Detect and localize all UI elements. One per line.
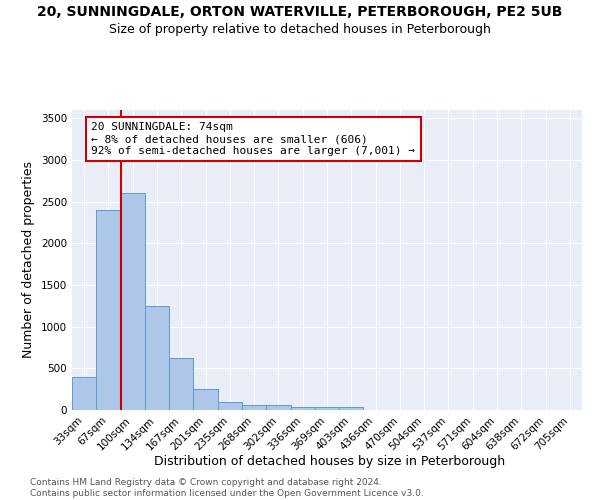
- Y-axis label: Number of detached properties: Number of detached properties: [22, 162, 35, 358]
- Bar: [96, 210, 121, 410]
- Bar: [315, 407, 339, 410]
- Bar: [266, 406, 290, 410]
- Text: 20 SUNNINGDALE: 74sqm
← 8% of detached houses are smaller (606)
92% of semi-deta: 20 SUNNINGDALE: 74sqm ← 8% of detached h…: [91, 122, 415, 156]
- Bar: [72, 376, 96, 410]
- Bar: [145, 306, 169, 410]
- Text: Contains HM Land Registry data © Crown copyright and database right 2024.
Contai: Contains HM Land Registry data © Crown c…: [30, 478, 424, 498]
- Bar: [290, 406, 315, 410]
- Bar: [218, 402, 242, 410]
- Bar: [339, 407, 364, 410]
- Bar: [121, 194, 145, 410]
- Text: Distribution of detached houses by size in Peterborough: Distribution of detached houses by size …: [154, 455, 506, 468]
- Bar: [242, 404, 266, 410]
- Bar: [169, 358, 193, 410]
- Bar: [193, 389, 218, 410]
- Text: 20, SUNNINGDALE, ORTON WATERVILLE, PETERBOROUGH, PE2 5UB: 20, SUNNINGDALE, ORTON WATERVILLE, PETER…: [37, 5, 563, 19]
- Text: Size of property relative to detached houses in Peterborough: Size of property relative to detached ho…: [109, 22, 491, 36]
